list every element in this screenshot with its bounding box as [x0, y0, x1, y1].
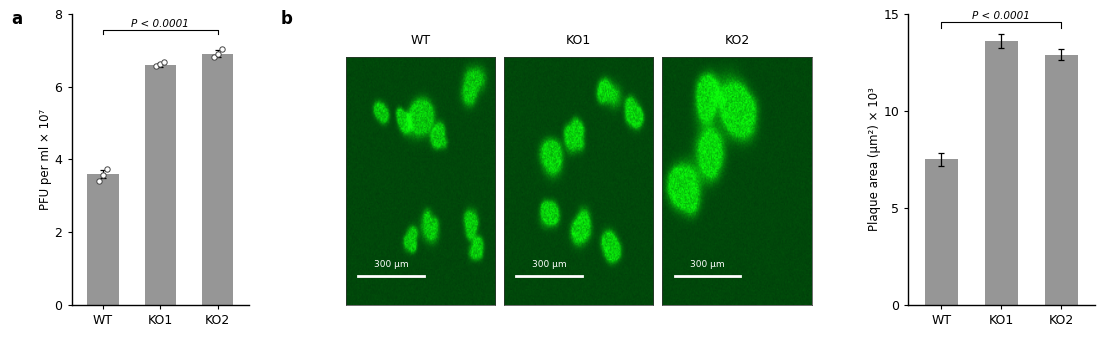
Point — [147, 63, 165, 69]
Bar — [87, 174, 119, 305]
Text: P < 0.0001: P < 0.0001 — [131, 19, 189, 29]
Point — [152, 61, 169, 67]
Text: KO2: KO2 — [724, 34, 749, 47]
Bar — [144, 65, 176, 305]
Y-axis label: Plaque area (μm²) × 10³: Plaque area (μm²) × 10³ — [868, 87, 881, 232]
Text: WT: WT — [410, 34, 431, 47]
Point — [155, 59, 173, 65]
Text: 300 μm: 300 μm — [532, 260, 566, 269]
Bar — [984, 41, 1018, 305]
Point — [98, 166, 116, 172]
Text: a: a — [11, 10, 22, 28]
Y-axis label: PFU per ml × 10⁷: PFU per ml × 10⁷ — [39, 109, 52, 210]
Point — [205, 55, 222, 60]
Bar — [925, 159, 958, 305]
Bar — [1045, 55, 1078, 305]
Text: KO1: KO1 — [566, 34, 592, 47]
Point — [90, 178, 108, 184]
Bar — [202, 54, 233, 305]
Text: P < 0.0001: P < 0.0001 — [972, 12, 1031, 22]
Text: 300 μm: 300 μm — [374, 260, 408, 269]
Point — [95, 173, 112, 178]
Text: b: b — [280, 10, 293, 28]
Point — [209, 51, 227, 57]
Text: 300 μm: 300 μm — [690, 260, 725, 269]
Point — [213, 46, 231, 52]
